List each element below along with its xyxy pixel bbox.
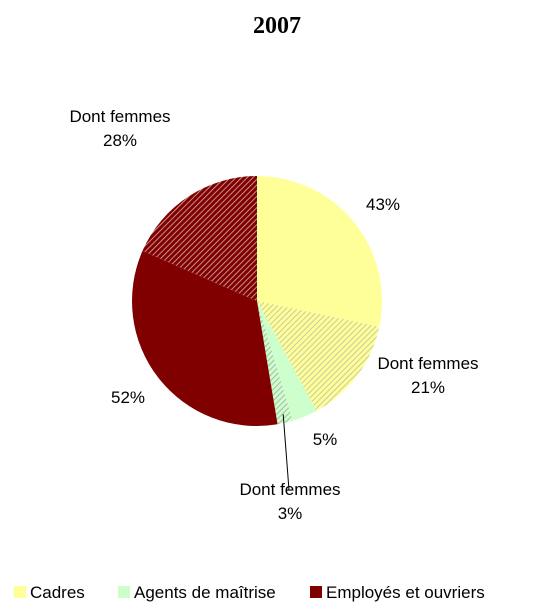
slice-label: Dont femmes 21%: [377, 354, 478, 397]
legend-label: Agents de maîtrise: [134, 583, 276, 602]
legend-label: Cadres: [30, 583, 85, 602]
pie-slice: [257, 301, 293, 425]
chart-title: 2007: [253, 13, 301, 39]
pie-slice: [132, 250, 278, 427]
legend-swatch: [118, 586, 130, 598]
legend-label: Employés et ouvriers: [326, 583, 485, 602]
slice-label: 43%: [366, 195, 400, 214]
pie-slice: [257, 301, 317, 421]
legend: Cadres Agents de maîtrise Employés et ouvr…: [14, 583, 485, 602]
slice-label: Dont femmes 3%: [239, 480, 340, 523]
pie-slice: [142, 176, 257, 301]
slice-label: 5%: [313, 430, 338, 449]
slice-labels: 43% Dont femmes 21% 5% Dont femmes 3% 52% Dont …: [69, 107, 478, 523]
pie-slice: [257, 176, 382, 327]
leader-line: [282, 414, 290, 491]
legend-swatch: [14, 586, 26, 598]
slice-label: 52%: [111, 388, 145, 407]
pie-slice: [257, 301, 380, 411]
legend-swatch: [310, 586, 322, 598]
slice-label: Dont femmes 28%: [69, 107, 170, 150]
pie-slices: [132, 176, 382, 427]
